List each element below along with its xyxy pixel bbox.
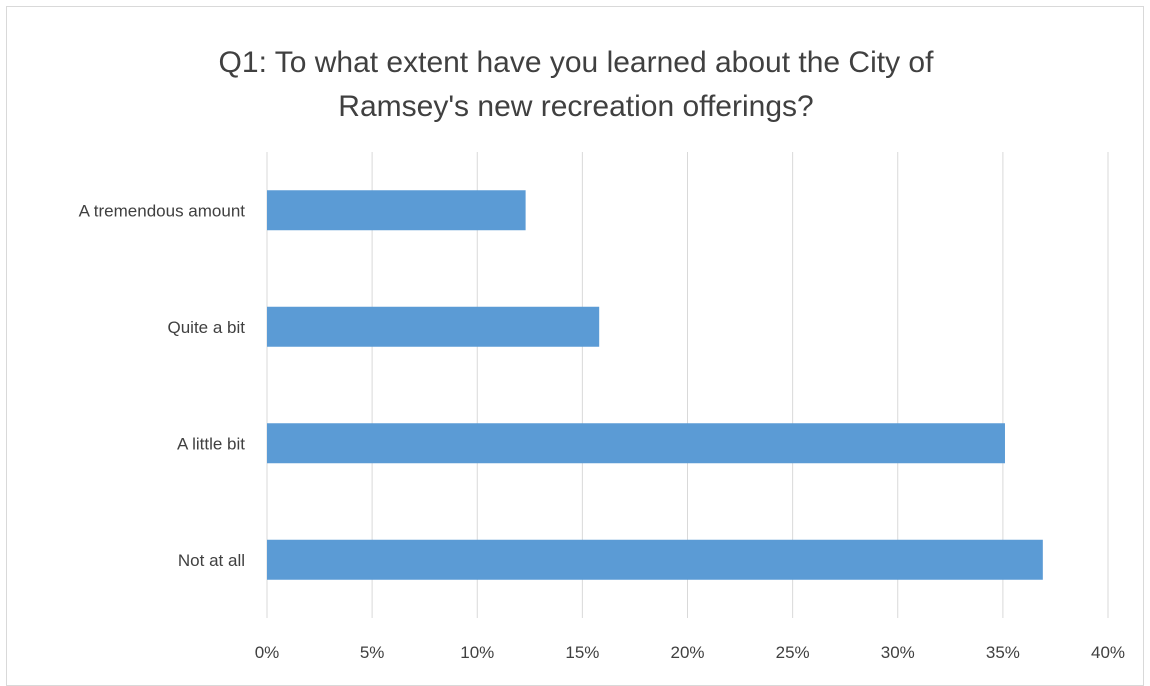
bar (267, 190, 526, 231)
x-tick-label: 0% (255, 643, 280, 662)
bar (267, 423, 1005, 464)
bar (267, 539, 1043, 580)
chart-title-line-1: Q1: To what extent have you learned abou… (218, 46, 934, 79)
category-label: A little bit (177, 434, 245, 453)
x-tick-label: 20% (670, 643, 704, 662)
category-label: Not at all (178, 551, 245, 570)
bar (267, 306, 600, 347)
x-tick-label: 30% (881, 643, 915, 662)
chart-title: Q1: To what extent have you learned abou… (7, 41, 1145, 129)
category-label: Quite a bit (168, 318, 246, 337)
x-tick-label: 40% (1091, 643, 1125, 662)
x-tick-label: 35% (986, 643, 1020, 662)
x-tick-label: 25% (776, 643, 810, 662)
x-tick-label: 5% (360, 643, 385, 662)
x-tick-label: 15% (565, 643, 599, 662)
chart-title-line-2: Ramsey's new recreation offerings? (338, 90, 814, 123)
x-tick-label: 10% (460, 643, 494, 662)
category-label: A tremendous amount (79, 201, 246, 220)
